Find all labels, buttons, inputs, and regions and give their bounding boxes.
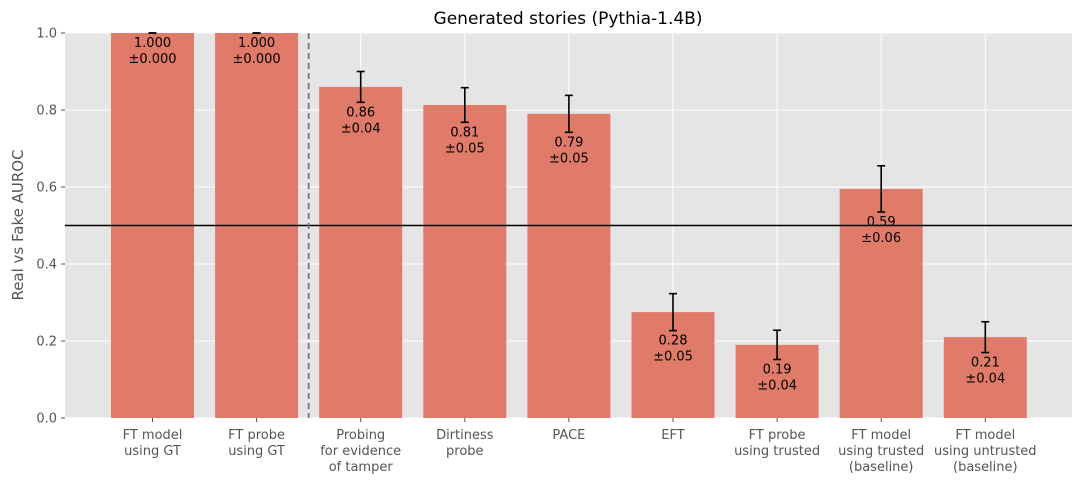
bar-value-label: 1.000	[238, 36, 275, 51]
error-bar	[460, 86, 469, 124]
bar-value-label: 0.81	[450, 125, 479, 140]
bar-value-label: 0.21	[971, 356, 1000, 371]
y-tick-label: 0.2	[36, 335, 57, 350]
bar-error-label: ±0.04	[965, 372, 1005, 387]
bar	[527, 113, 611, 418]
error-bar	[356, 70, 365, 104]
reference-lines	[65, 33, 1072, 418]
error-bar	[981, 320, 990, 354]
error-bar	[773, 329, 782, 361]
y-tick-label: 0.8	[36, 104, 57, 119]
y-tick-label: 0.6	[36, 181, 57, 196]
bar-error-label: ±0.05	[445, 141, 485, 156]
error-bar	[877, 165, 886, 213]
error-bar	[564, 94, 573, 134]
x-tick-label: EFT	[661, 428, 684, 443]
bar-error-label: ±0.000	[233, 52, 281, 67]
bar-error-label: ±0.06	[861, 231, 901, 246]
x-tick-label: FT model using GT	[123, 428, 183, 459]
x-tick-label: Probing for evidence of tamper	[320, 428, 401, 475]
x-tick-label: FT probe using trusted	[734, 428, 820, 459]
bar-error-label: ±0.04	[757, 378, 797, 393]
bar-error-label: ±0.05	[549, 151, 589, 166]
bar-value-label: 0.86	[346, 105, 375, 120]
bar-error-label: ±0.04	[341, 121, 381, 136]
bars	[111, 33, 1027, 419]
bar-value-label: 0.19	[763, 362, 792, 377]
x-tick-label: Dirtiness probe	[436, 428, 494, 459]
x-tick-label: FT model using trusted (baseline)	[838, 428, 924, 475]
error-bars	[148, 32, 990, 361]
y-tick-label: 0.4	[36, 258, 57, 273]
bar-error-label: ±0.000	[128, 52, 176, 67]
y-axis-label: Real vs Fake AUROC	[9, 149, 27, 300]
x-axis-ticks: FT model using GT FT probe using GT Probing f…	[123, 418, 1037, 475]
error-bar	[669, 292, 677, 332]
y-tick-label: 0.0	[36, 412, 57, 427]
x-tick-label: FT model using untrusted (baseline)	[934, 428, 1037, 475]
y-axis-ticks: 0.0 0.2 0.4 0.6 0.8 1.0	[36, 27, 65, 427]
bar	[423, 104, 507, 419]
x-tick-label: PACE	[552, 428, 585, 443]
y-tick-label: 1.0	[36, 27, 57, 42]
bar-value-label: 0.79	[554, 135, 583, 150]
chart-title: Generated stories (Pythia-1.4B)	[434, 9, 703, 29]
bar	[839, 188, 923, 418]
x-tick-label: FT probe using GT	[228, 428, 285, 459]
bar-value-label: 0.59	[867, 215, 896, 230]
bar	[319, 86, 403, 419]
bar-error-label: ±0.05	[653, 350, 693, 365]
bar-value-label: 0.28	[659, 334, 688, 349]
bar-value-label: 1.000	[134, 36, 171, 51]
